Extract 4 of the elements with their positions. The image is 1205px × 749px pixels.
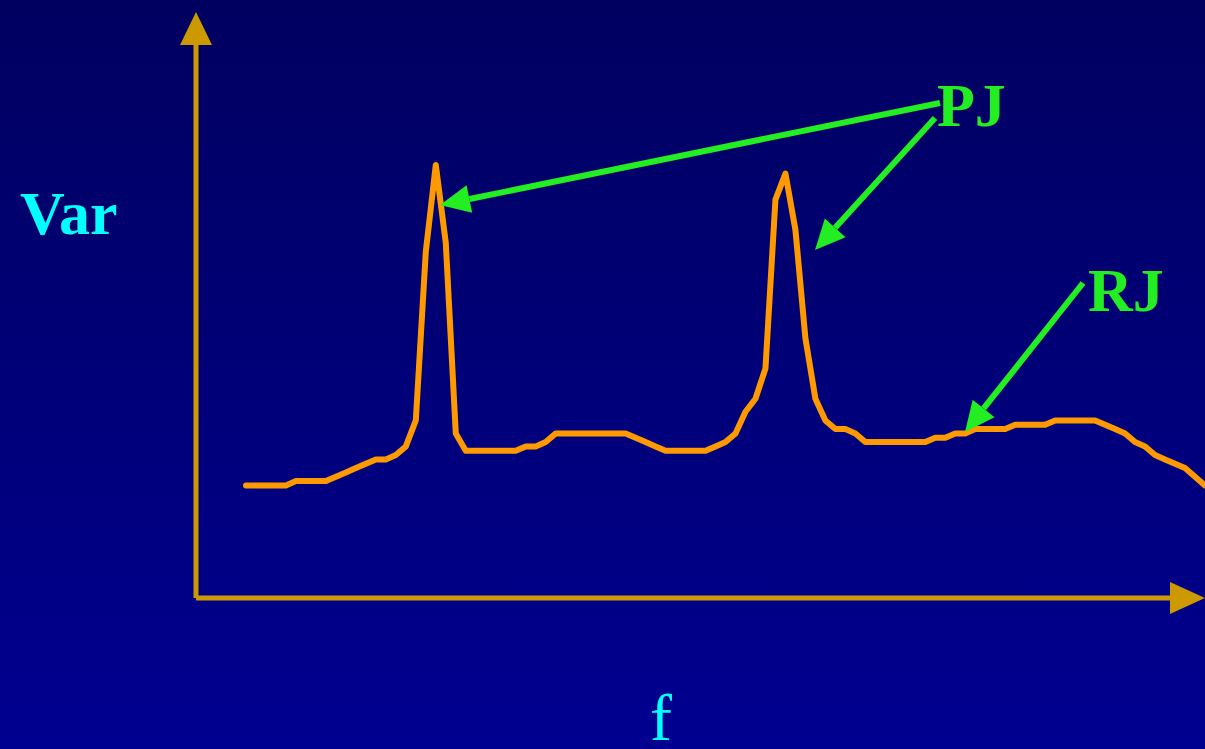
text: PJ [937, 70, 1006, 141]
y-axis-title: Var [20, 178, 118, 249]
x-axis-title: f [650, 680, 672, 749]
annotation: RJ [1088, 255, 1164, 326]
